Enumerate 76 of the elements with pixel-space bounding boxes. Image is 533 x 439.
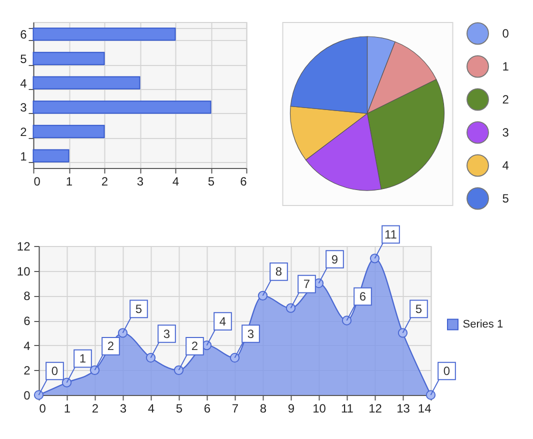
data-label: 1 xyxy=(79,352,86,366)
data-label: 2 xyxy=(107,339,114,354)
legend-label: 2 xyxy=(502,92,510,106)
y-tick-label: 1 xyxy=(20,149,28,164)
legend-label: 5 xyxy=(502,192,510,206)
y-tick-label: 5 xyxy=(20,52,28,66)
data-label: 5 xyxy=(135,302,142,316)
x-tick-label: 12 xyxy=(368,402,382,416)
point xyxy=(62,378,72,388)
point xyxy=(174,365,184,375)
x-tick-label: 6 xyxy=(240,174,248,188)
x-tick-label: 2 xyxy=(92,402,99,416)
y-tick-label: 6 xyxy=(20,28,28,42)
x-tick-label: 7 xyxy=(232,402,239,416)
x-tick-label: 9 xyxy=(288,402,295,416)
legend-label: 0 xyxy=(502,26,510,40)
y-tick-label: 2 xyxy=(24,364,31,378)
data-label: 8 xyxy=(275,264,282,279)
data-label: 11 xyxy=(384,227,398,242)
data-label: 9 xyxy=(331,252,338,266)
point xyxy=(370,254,380,264)
y-tick-label: 8 xyxy=(24,289,31,304)
x-tick-label: 3 xyxy=(136,174,144,188)
data-label: 0 xyxy=(51,364,58,378)
x-tick-label: 3 xyxy=(120,402,127,416)
y-tick-label: 0 xyxy=(24,388,31,402)
x-tick-label: 6 xyxy=(204,402,211,416)
legend-label: 3 xyxy=(502,126,510,140)
y-tick-label: 2 xyxy=(20,125,28,139)
y-tick-label: 10 xyxy=(16,264,31,278)
point xyxy=(118,328,128,338)
x-tick-label: 4 xyxy=(148,402,155,416)
data-label: 6 xyxy=(359,290,366,304)
y-tick-label: 3 xyxy=(20,100,28,115)
data-label: 4 xyxy=(219,314,226,328)
point xyxy=(398,328,408,338)
point xyxy=(34,390,44,400)
x-tick-label: 5 xyxy=(176,402,183,416)
bar xyxy=(32,28,176,41)
data-label: 0 xyxy=(443,364,450,378)
y-tick-label: 4 xyxy=(24,338,31,353)
y-tick-label: 12 xyxy=(16,240,31,254)
x-tick-label: 10 xyxy=(312,402,326,416)
x-tick-label: 1 xyxy=(66,174,73,188)
x-tick-label: 11 xyxy=(341,402,354,416)
x-tick-label: 8 xyxy=(260,402,267,416)
bar xyxy=(32,100,212,114)
x-tick-label: 13 xyxy=(396,402,410,416)
data-label: 7 xyxy=(303,277,310,292)
point xyxy=(230,352,240,363)
data-label: 3 xyxy=(247,326,254,341)
point xyxy=(286,303,296,313)
data-label: 3 xyxy=(163,326,170,341)
bar xyxy=(32,124,105,138)
y-tick-label: 6 xyxy=(24,314,31,328)
bar xyxy=(32,149,70,162)
x-tick-label: 1 xyxy=(64,402,71,416)
legend-label: 1 xyxy=(502,60,510,74)
data-label: 2 xyxy=(191,339,198,354)
x-tick-label: 0 xyxy=(39,402,46,416)
x-tick-label: 2 xyxy=(101,174,108,188)
point xyxy=(146,352,156,363)
point xyxy=(258,290,268,300)
point xyxy=(90,365,100,375)
y-tick-label: 4 xyxy=(20,76,28,90)
x-tick-label: 5 xyxy=(208,174,215,188)
legend-label: 4 xyxy=(502,158,510,172)
point xyxy=(342,316,352,326)
legend-label: Series 1 xyxy=(462,318,504,330)
x-tick-label: 0 xyxy=(34,174,41,188)
data-label: 5 xyxy=(415,302,422,316)
x-tick-label: 4 xyxy=(172,174,180,188)
x-tick-label: 14 xyxy=(418,402,432,416)
bar xyxy=(32,76,140,90)
bar xyxy=(32,52,105,66)
point xyxy=(426,390,436,400)
